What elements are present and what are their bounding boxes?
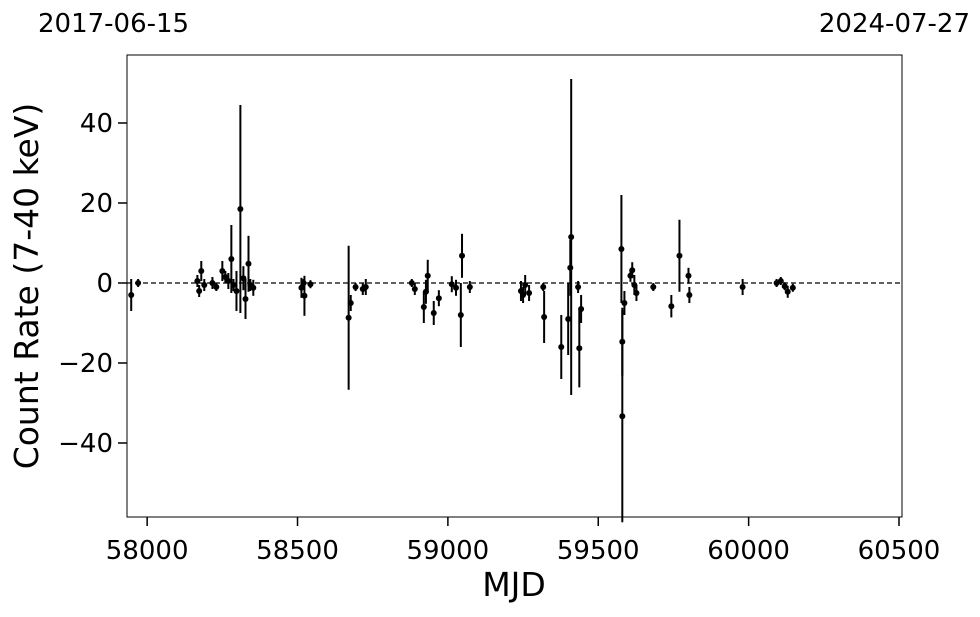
point (301, 292, 308, 299)
plot-frame (126, 54, 903, 518)
point (668, 303, 675, 310)
point (225, 278, 232, 284)
point (245, 260, 252, 267)
point (420, 304, 427, 310)
y-tick-label: 20 (80, 189, 113, 219)
point (777, 278, 784, 284)
y-tick-label: −20 (58, 349, 113, 379)
point (250, 284, 257, 291)
point (576, 345, 583, 352)
top-right-label: 2024-07-27 (819, 9, 970, 39)
point (575, 284, 582, 290)
point (686, 292, 693, 298)
point (196, 288, 203, 294)
point (540, 284, 547, 290)
point (213, 284, 220, 290)
point (198, 268, 205, 274)
point (541, 314, 548, 320)
point (352, 284, 359, 290)
point (621, 300, 628, 306)
point (128, 292, 135, 298)
x-tick-label: 58000 (106, 536, 189, 566)
point (568, 234, 575, 240)
x-axis-label: MJD (482, 565, 546, 604)
point (789, 284, 796, 291)
x-tick-label: 59000 (407, 536, 490, 566)
point (411, 286, 418, 292)
point (242, 296, 249, 302)
y-tick-label: 0 (96, 269, 113, 299)
top-left-label: 2017-06-15 (38, 9, 189, 39)
point (650, 284, 657, 290)
point (435, 295, 442, 302)
point (135, 280, 142, 286)
point (209, 280, 216, 286)
point (457, 312, 464, 318)
point (430, 310, 437, 316)
point (448, 281, 455, 288)
point (739, 284, 746, 290)
point (347, 300, 354, 306)
point (619, 413, 626, 420)
point (228, 256, 235, 262)
x-tick-label: 59500 (557, 536, 640, 566)
point (466, 284, 473, 290)
point (219, 268, 226, 274)
point (784, 288, 791, 295)
y-tick-label: 40 (80, 109, 113, 139)
point (558, 344, 565, 350)
x-tick-label: 60500 (858, 536, 941, 566)
point (233, 288, 240, 294)
point (781, 283, 788, 290)
point (578, 306, 585, 312)
point (230, 282, 237, 288)
point (618, 246, 625, 252)
point (565, 316, 572, 322)
point (237, 206, 244, 212)
point (459, 252, 466, 259)
point (522, 282, 529, 288)
point (676, 252, 683, 259)
point (629, 267, 636, 274)
point (633, 290, 640, 296)
point (453, 284, 460, 291)
y-axis-label: Count Rate (7-40 keV) (7, 103, 46, 470)
point (424, 272, 431, 279)
y-tick-label: −40 (58, 429, 113, 459)
point (345, 314, 352, 321)
x-tick-label: 58500 (256, 536, 339, 566)
x-tick-label: 60000 (707, 536, 790, 566)
point (362, 284, 369, 290)
point (194, 278, 201, 284)
point (685, 272, 692, 279)
point (307, 281, 314, 288)
point (408, 280, 415, 286)
point (526, 290, 533, 296)
point (201, 282, 208, 288)
